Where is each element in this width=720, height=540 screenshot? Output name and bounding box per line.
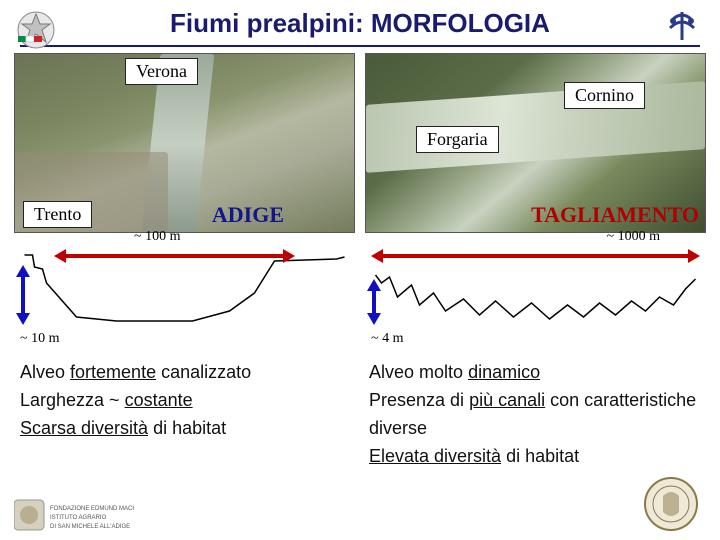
width-label-left: ~ 100 m: [134, 229, 180, 245]
height-arrow-left: [16, 265, 32, 325]
emblem-italy-icon: [12, 6, 60, 54]
label-trento: Trento: [23, 201, 92, 228]
profile-adige: ~ 100 m ~ 10 m: [14, 245, 355, 331]
footer-logo-left-icon: FONDAZIONE EDMUND MACH ISTITUTO AGRARIO …: [14, 496, 134, 534]
aerial-adige: Verona Trento ADIGE: [14, 53, 355, 233]
profiles-row: ~ 100 m ~ 10 m ~ 1000 m ~ 4 m: [14, 245, 706, 331]
label-cornino: Cornino: [564, 82, 645, 109]
river-adige: ADIGE: [212, 202, 284, 228]
svg-text:ISTITUTO AGRARIO: ISTITUTO AGRARIO: [50, 515, 107, 521]
label-verona: Verona: [125, 58, 198, 85]
width-label-right: ~ 1000 m: [607, 229, 660, 245]
text-left: Alveo fortemente canalizzato Larghezza ~…: [20, 359, 351, 471]
symbol-icon: [662, 6, 702, 46]
width-arrow-left: ~ 100 m: [54, 249, 295, 265]
height-arrow-right: [367, 279, 383, 325]
text-right: Alveo molto dinamico Presenza di più can…: [369, 359, 700, 471]
height-label-left: ~ 10 m: [20, 331, 59, 347]
width-arrow-right: ~ 1000 m: [371, 249, 700, 265]
height-label-right: ~ 4 m: [371, 331, 403, 347]
page-title: Fiumi prealpini: MORFOLOGIA: [20, 0, 700, 47]
text-columns: Alveo fortemente canalizzato Larghezza ~…: [20, 359, 700, 471]
aerial-row: Verona Trento ADIGE Cornino Forgaria TAG…: [14, 53, 706, 233]
footer-logo-right-icon: [636, 474, 706, 534]
svg-text:FONDAZIONE EDMUND MACH: FONDAZIONE EDMUND MACH: [50, 506, 134, 512]
label-forgaria: Forgaria: [416, 126, 499, 153]
river-tagliamento: TAGLIAMENTO: [531, 202, 699, 228]
svg-text:DI SAN MICHELE ALL'ADIGE: DI SAN MICHELE ALL'ADIGE: [50, 524, 130, 530]
profile-tagliamento: ~ 1000 m ~ 4 m: [365, 245, 706, 331]
aerial-tagliamento: Cornino Forgaria TAGLIAMENTO: [365, 53, 706, 233]
